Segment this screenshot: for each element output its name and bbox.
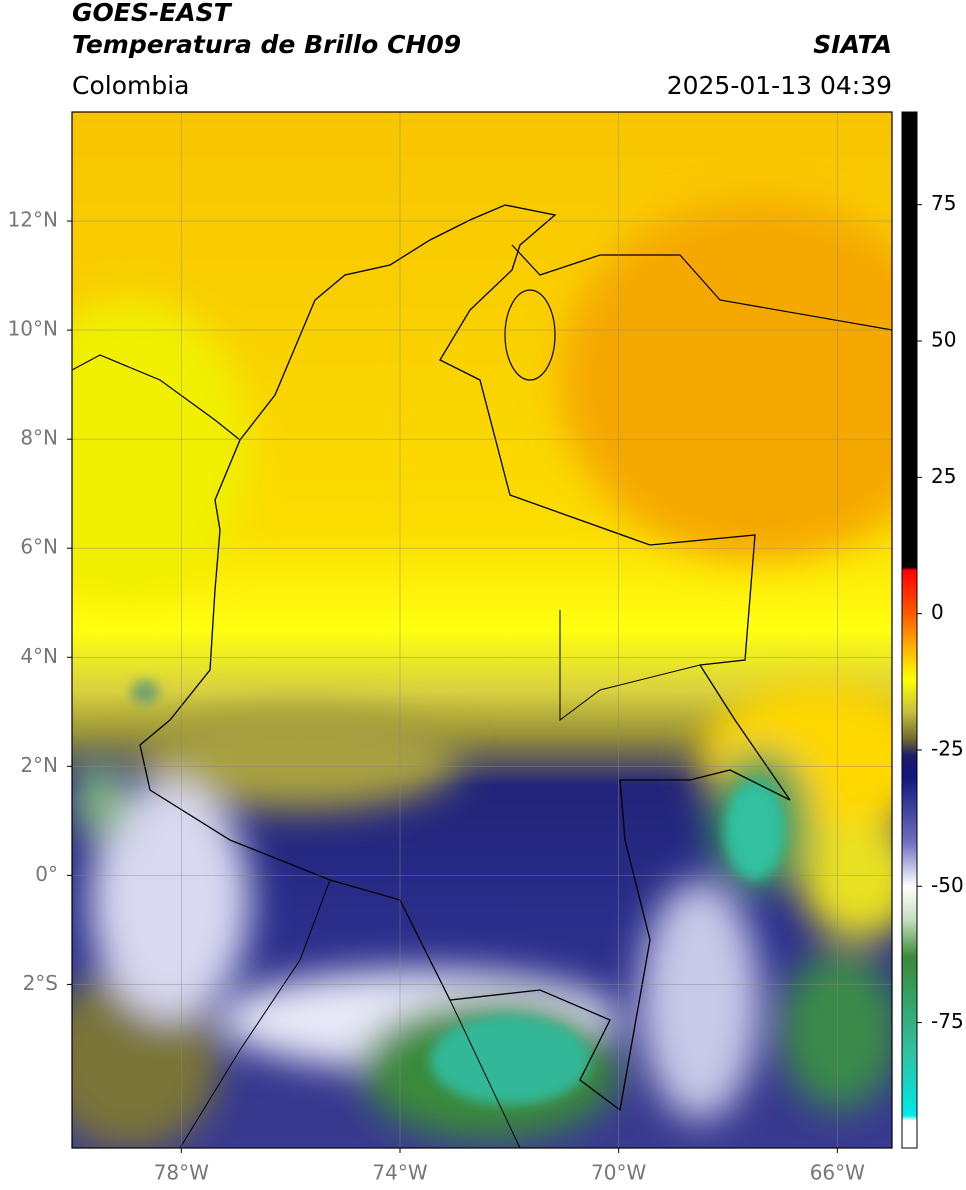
y-tick-label: 8°N (20, 426, 58, 450)
x-tick-label: 70°W (591, 1161, 646, 1185)
x-tick-label: 74°W (372, 1161, 427, 1185)
grid (67, 112, 892, 1153)
y-tick-label: 2°N (20, 753, 58, 777)
colorbar-tick-label: -50 (931, 873, 964, 897)
colorbar-tick-label: 75 (931, 191, 956, 215)
colorbar-tick-label: -75 (931, 1009, 964, 1033)
y-tick-label: 2°S (23, 971, 58, 995)
timestamp: 2025-01-13 04:39 (667, 71, 892, 100)
map-frame (71, 111, 893, 1149)
y-tick-label: 12°N (8, 208, 58, 232)
y-tick-label: 4°N (20, 644, 58, 668)
y-tick-label: 10°N (8, 317, 58, 341)
y-tick-label: 0° (35, 862, 58, 886)
agency: SIATA (813, 30, 892, 59)
x-tick-label: 66°W (810, 1161, 865, 1185)
colorbar-tick-label: 0 (931, 600, 944, 624)
title: GOES-EAST (72, 0, 233, 27)
colorbar-tick-label: 50 (931, 328, 956, 352)
colorbar-scale (901, 111, 918, 1149)
subtitle: Temperatura de Brillo CH09 (72, 30, 461, 59)
colorbar-tick-label: 25 (931, 464, 956, 488)
x-tick-label: 78°W (154, 1161, 209, 1185)
colorbar-tick-label: -25 (931, 736, 964, 760)
y-tick-label: 6°N (20, 535, 58, 559)
colorbar: 75 50 25 0 -25 -50 -75 (901, 111, 964, 1149)
satellite-image (72, 112, 892, 1148)
region: Colombia (72, 71, 189, 100)
